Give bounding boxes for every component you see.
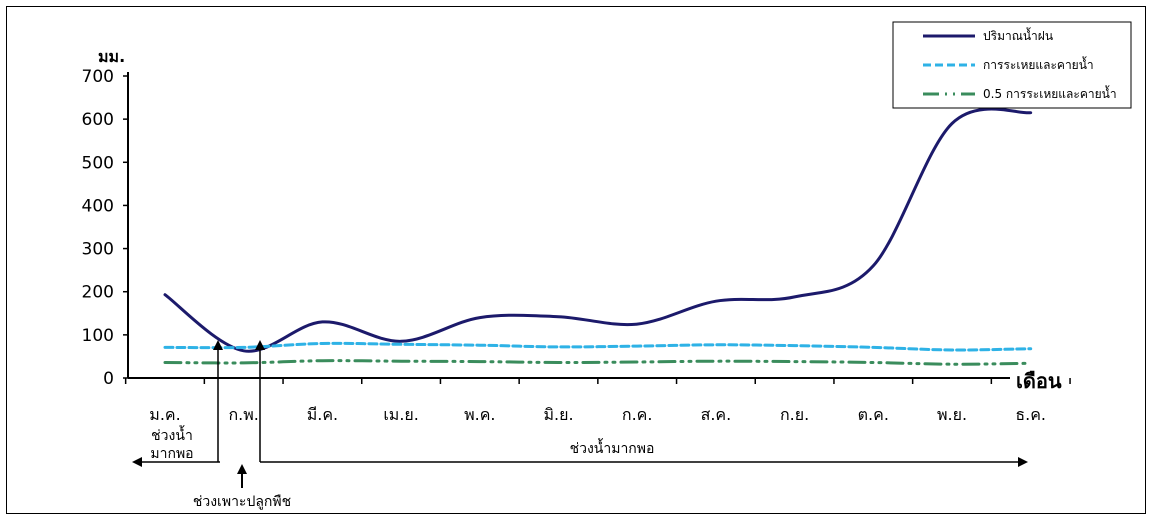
x-tick-label: มิ.ย. xyxy=(543,405,573,424)
wet-short-label: ช่วงน้ำมากพอ xyxy=(150,425,193,462)
y-tick-label: 700 xyxy=(82,67,114,87)
x-tick-label: ส.ค. xyxy=(701,405,732,424)
legend-label: 0.5 การระเหยและคายน้ำ xyxy=(983,85,1117,101)
series-line-2 xyxy=(163,341,1033,352)
y-tick-label: 0 xyxy=(103,369,114,389)
x-tick-label: พ.ย. xyxy=(937,405,967,424)
x-tick-label: ก.ย. xyxy=(780,405,809,424)
series-line-1 xyxy=(163,107,1033,353)
wet-long-label: ช่วงน้ำมากพอ xyxy=(570,438,655,457)
x-axis-label: เดือน xyxy=(1016,369,1062,393)
series-line-3 xyxy=(163,359,1033,366)
y-tick-label: 100 xyxy=(82,326,114,346)
x-tick-label: ม.ค. xyxy=(149,405,180,424)
legend-label: ปริมาณน้ำฝน xyxy=(983,27,1053,43)
x-tick-label: มี.ค. xyxy=(307,405,338,424)
x-tick-label: ต.ค. xyxy=(858,405,889,424)
x-tick-label: เม.ย. xyxy=(383,405,419,424)
planting-label: ช่วงเพาะปลูกพืช xyxy=(193,494,291,510)
y-tick-label: 200 xyxy=(82,283,114,303)
x-tick-label: ก.ค. xyxy=(622,405,653,424)
y-tick-label: 500 xyxy=(82,153,114,173)
x-tick-label: ก.พ. xyxy=(228,405,258,424)
legend-label: การระเหยและคายน้ำ xyxy=(983,56,1094,72)
x-tick-label: ธ.ค. xyxy=(1015,405,1046,424)
y-axis-unit: มม. xyxy=(98,47,125,66)
y-tick-label: 600 xyxy=(82,110,114,130)
x-tick-label: พ.ค. xyxy=(464,405,495,424)
y-tick-label: 400 xyxy=(82,196,114,216)
y-tick-label: 300 xyxy=(82,240,114,260)
